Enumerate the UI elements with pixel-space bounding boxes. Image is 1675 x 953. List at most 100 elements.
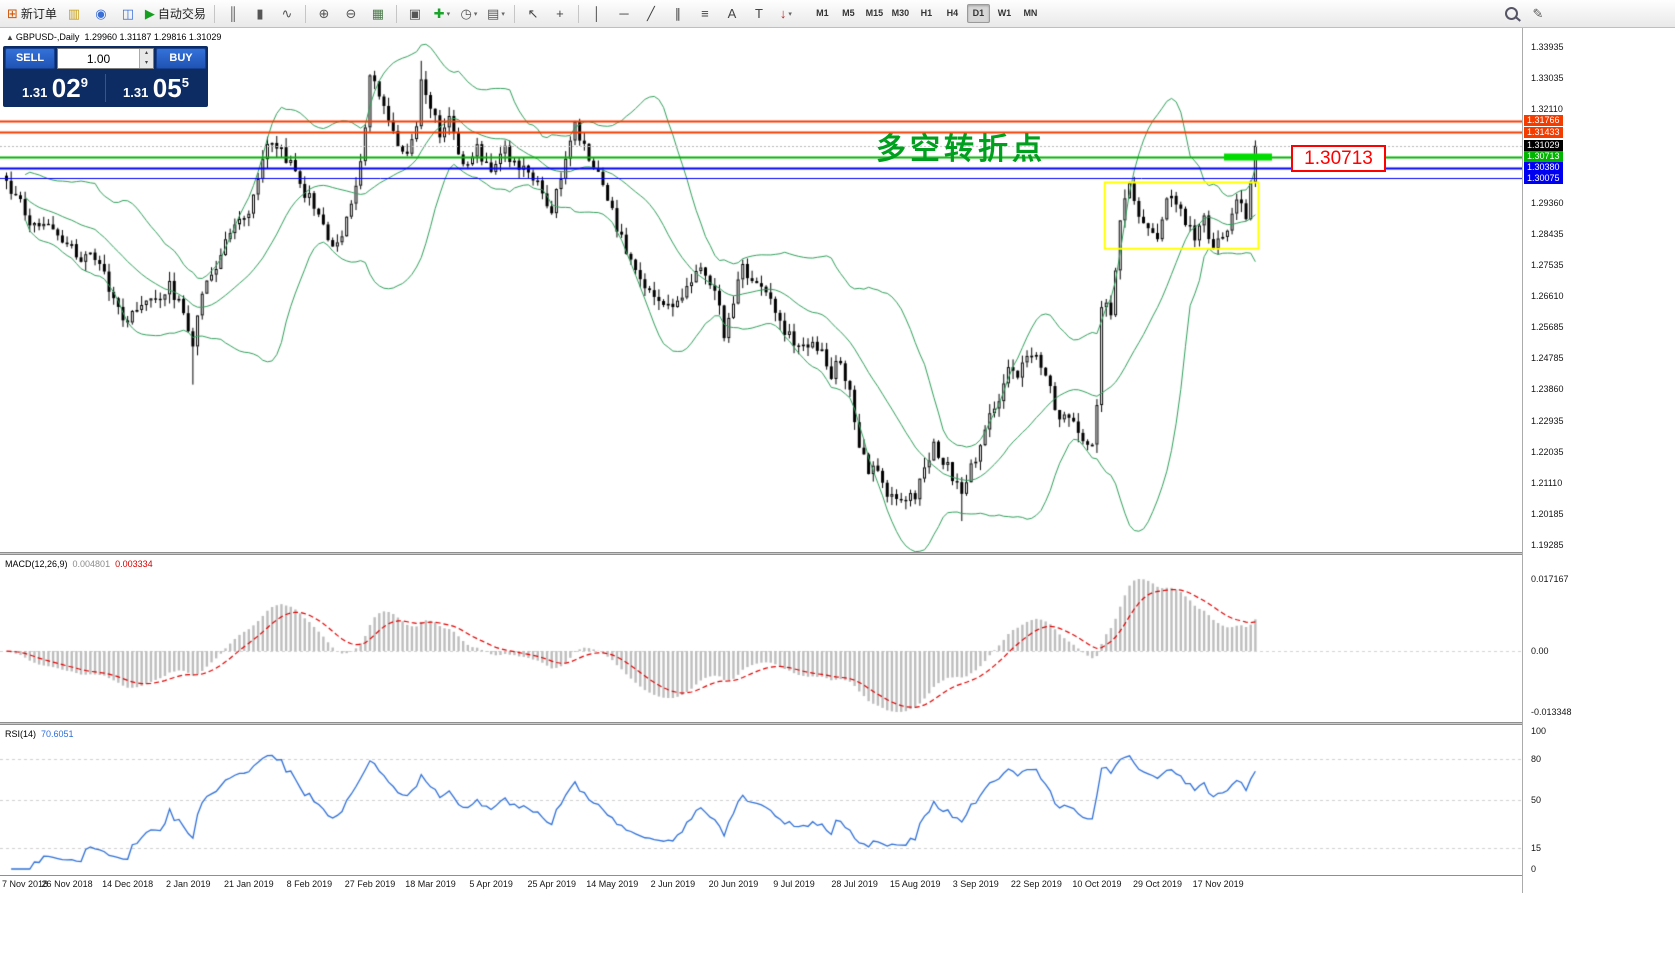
buy-button[interactable]: BUY bbox=[156, 48, 206, 69]
volume-value[interactable]: 1.00 bbox=[86, 51, 111, 66]
buy-price-pip: 5 bbox=[181, 74, 189, 90]
zoom-in-button[interactable]: ⊕ bbox=[311, 3, 337, 25]
timeframe-m30-button[interactable]: M30 bbox=[891, 8, 910, 18]
grid-button[interactable]: ▦ bbox=[365, 3, 391, 25]
macd-indicator-canvas[interactable] bbox=[0, 555, 1522, 722]
arrows-button[interactable]: ↓ ▾ bbox=[773, 3, 799, 25]
cursor-button[interactable]: ↖ bbox=[520, 3, 546, 25]
collapse-arrow-icon[interactable]: ▲ bbox=[6, 33, 14, 42]
date-axis-label: 22 Sep 2019 bbox=[1010, 879, 1062, 889]
fibonacci-button[interactable]: ≡ bbox=[692, 3, 718, 25]
sell-button[interactable]: SELL bbox=[5, 48, 55, 69]
text-button[interactable]: A bbox=[719, 3, 745, 25]
date-axis-label: 28 Jul 2019 bbox=[831, 879, 878, 889]
price-tick-label: 1.19285 bbox=[1531, 540, 1564, 550]
horizontal-line-icon: ─ bbox=[619, 6, 629, 21]
autotrading-button[interactable]: ▶ 自动交易 bbox=[142, 3, 209, 25]
level-price-tag: 1.30380 bbox=[1524, 162, 1563, 174]
date-axis-label: 18 Mar 2019 bbox=[405, 879, 456, 889]
sell-price-big: 02 bbox=[51, 72, 81, 103]
price-tick-label: 1.26610 bbox=[1531, 291, 1564, 301]
edit-button[interactable]: ✎ bbox=[1525, 3, 1551, 25]
one-click-trading-panel: SELL 1.00 ▴ ▾ BUY 1.31 029 1.31 055 bbox=[3, 46, 208, 107]
timeframe-h4-button[interactable]: H4 bbox=[946, 8, 959, 18]
time-axis[interactable]: 7 Nov 2018 26 Nov 2018 14 Dec 2018 2 Jan 20… bbox=[0, 875, 1675, 893]
equidistant-channel-icon: ∥ bbox=[674, 6, 682, 21]
toolbar-separator bbox=[395, 4, 397, 23]
price-tick-label: 1.33935 bbox=[1531, 42, 1564, 52]
date-axis-label: 10 Oct 2019 bbox=[1072, 879, 1122, 889]
date-axis-label: 7 Nov 2018 bbox=[2, 879, 49, 889]
price-tick-label: 1.29360 bbox=[1531, 197, 1564, 208]
vertical-line-button[interactable]: │ bbox=[584, 3, 610, 25]
date-axis-label: 2 Jun 2019 bbox=[650, 879, 696, 889]
date-axis-label: 9 Jul 2019 bbox=[773, 879, 815, 889]
grid-icon: ▦ bbox=[371, 6, 385, 21]
timeframe-w1-button[interactable]: W1 bbox=[997, 8, 1012, 18]
price-tick-label: 1.22935 bbox=[1531, 415, 1564, 426]
price-tick-label: 1.33035 bbox=[1531, 72, 1564, 83]
toolbar-separator bbox=[304, 4, 306, 23]
line-chart-icon: ∿ bbox=[281, 6, 293, 21]
price-tick-label: 1.28435 bbox=[1531, 228, 1564, 239]
quote-divider bbox=[105, 74, 106, 102]
timeframe-h1-button[interactable]: H1 bbox=[920, 8, 933, 18]
price-tick-label: 1.25685 bbox=[1531, 322, 1564, 333]
annotation-turning-point-text[interactable]: 多空转折点 bbox=[876, 133, 1046, 166]
price-tick-label: 1.24785 bbox=[1531, 353, 1564, 364]
rsi-indicator-label: RSI(14) 70.6051 bbox=[5, 729, 74, 739]
ohlc-values-label: 1.29960 1.31187 1.29816 1.31029 bbox=[84, 32, 222, 42]
text-label-icon: T bbox=[754, 6, 763, 21]
timeframe-m1-button[interactable]: M1 bbox=[816, 8, 829, 18]
rsi-axis-label: 15 bbox=[1531, 843, 1542, 854]
arrows-icon: ↓ bbox=[779, 6, 787, 21]
timeframe-d1-button[interactable]: D1 bbox=[966, 4, 990, 23]
clock-icon: ◷ bbox=[460, 6, 472, 21]
sell-price-display[interactable]: 1.31 029 bbox=[5, 73, 105, 104]
price-axis[interactable]: 1.33935 1.33035 1.32110 1.29360 1.28435 1.275… bbox=[1523, 28, 1675, 893]
timeframe-m5-button[interactable]: M5 bbox=[842, 8, 855, 18]
templates-button[interactable]: ▤ ▾ bbox=[483, 3, 509, 25]
tile-windows-button[interactable]: ▣ bbox=[402, 3, 428, 25]
rsi-name: RSI(14) bbox=[5, 729, 37, 739]
indicators-button[interactable]: ✚ ▾ bbox=[429, 3, 455, 25]
search-button[interactable] bbox=[1498, 3, 1524, 25]
timeframe-m15-button[interactable]: M15 bbox=[865, 8, 884, 18]
panel-separator[interactable] bbox=[0, 552, 1675, 555]
date-axis-label: 14 Dec 2018 bbox=[102, 879, 154, 889]
volume-input[interactable]: 1.00 ▴ ▾ bbox=[57, 48, 154, 69]
rsi-indicator-canvas[interactable] bbox=[0, 725, 1522, 875]
level-price-tag: 1.31433 bbox=[1524, 126, 1563, 138]
candlestick-button[interactable]: ▮ bbox=[247, 3, 273, 25]
periods-button[interactable]: ◷ ▾ bbox=[456, 3, 482, 25]
volume-spinner[interactable]: ▴ ▾ bbox=[139, 49, 153, 68]
buy-price-display[interactable]: 1.31 055 bbox=[106, 73, 206, 104]
timeframe-mn-button[interactable]: MN bbox=[1023, 8, 1038, 18]
zoom-out-button[interactable]: ⊖ bbox=[338, 3, 364, 25]
cursor-arrow-icon: ↖ bbox=[527, 6, 539, 21]
line-chart-button[interactable]: ∿ bbox=[274, 3, 300, 25]
spinner-up-icon[interactable]: ▴ bbox=[140, 49, 153, 59]
panel-separator[interactable] bbox=[0, 722, 1675, 725]
quote-display: 1.31 029 1.31 055 bbox=[5, 71, 206, 105]
vertical-line-icon: │ bbox=[592, 6, 601, 21]
channel-button[interactable]: ∥ bbox=[665, 3, 691, 25]
crosshair-icon: + bbox=[556, 6, 564, 21]
charts-grid-button[interactable]: ▥ bbox=[61, 3, 87, 25]
new-order-button[interactable]: ⊞ 新订单 bbox=[4, 3, 60, 25]
rsi-value: 70.6051 bbox=[41, 729, 74, 739]
spinner-down-icon[interactable]: ▾ bbox=[140, 58, 153, 68]
zoom-in-icon: ⊕ bbox=[318, 6, 330, 21]
tile-windows-icon: ▣ bbox=[408, 6, 422, 21]
candlestick-icon: ▮ bbox=[256, 6, 264, 21]
price-chart-canvas[interactable] bbox=[0, 28, 1522, 552]
profiles-button[interactable]: ◉ bbox=[88, 3, 114, 25]
horizontal-line-button[interactable]: ─ bbox=[611, 3, 637, 25]
text-label-button[interactable]: T bbox=[746, 3, 772, 25]
annotation-price-callout[interactable]: 1.30713 bbox=[1291, 145, 1386, 172]
data-window-button[interactable]: ◫ bbox=[115, 3, 141, 25]
crosshair-button[interactable]: + bbox=[547, 3, 573, 25]
bar-chart-button[interactable]: ║ bbox=[220, 3, 246, 25]
trendline-button[interactable]: ╱ bbox=[638, 3, 664, 25]
price-tick-label: 1.32110 bbox=[1531, 104, 1563, 115]
